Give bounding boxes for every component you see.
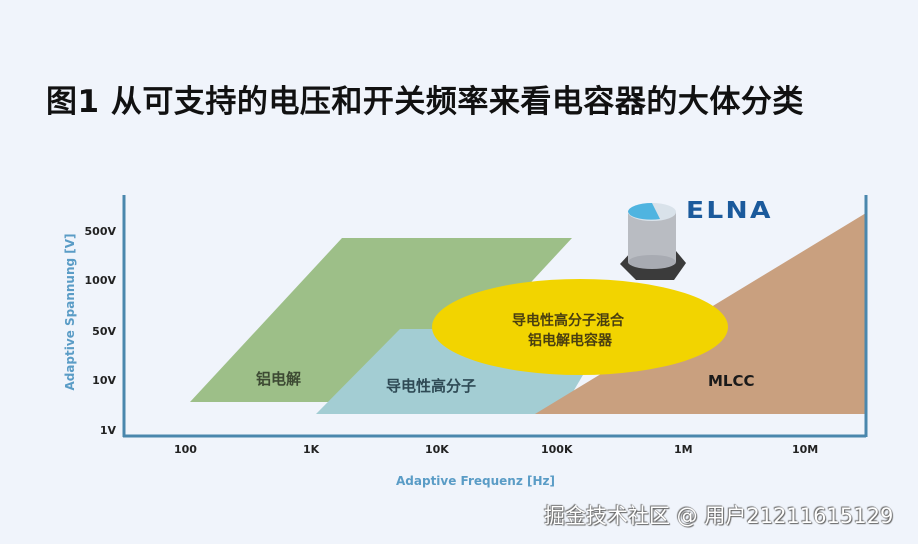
brand-logo-elna: ELNA: [686, 198, 773, 224]
label-aluminum-electrolytic: 铝电解: [256, 370, 302, 388]
x-tick-10m: 10M: [792, 443, 819, 456]
label-mlcc: MLCC: [708, 372, 755, 390]
x-tick-10k: 10K: [425, 443, 449, 456]
plot-frame: [122, 195, 868, 438]
y-tick-50v: 50V: [92, 325, 116, 338]
region-hybrid-polymer-aluminum: [432, 279, 728, 375]
watermark: 掘金技术社区 @ 用户21211615129: [544, 504, 894, 528]
y-axis-label: Adaptive Spannung [V]: [63, 233, 77, 391]
x-tick-1k: 1K: [303, 443, 320, 456]
figure-title: 图1 从可支持的电压和开关频率来看电容器的大体分类: [46, 84, 804, 120]
x-axis-label: Adaptive Frequenz [Hz]: [396, 474, 556, 488]
y-tick-1v: 1V: [99, 424, 116, 437]
label-hybrid-line2: 铝电解电容器: [528, 333, 612, 349]
region-aluminum-electrolytic: [190, 238, 572, 402]
capacitor-icon: [620, 203, 686, 280]
x-tick-100k: 100K: [541, 443, 573, 456]
x-tick-100: 100: [174, 443, 197, 456]
y-tick-100v: 100V: [84, 274, 116, 287]
y-tick-500v: 500V: [84, 225, 116, 238]
label-conductive-polymer: 导电性高分子: [386, 377, 477, 395]
label-hybrid-line1: 导电性高分子混合: [512, 313, 624, 329]
y-tick-10v: 10V: [92, 374, 116, 387]
x-tick-1m: 1M: [674, 443, 693, 456]
